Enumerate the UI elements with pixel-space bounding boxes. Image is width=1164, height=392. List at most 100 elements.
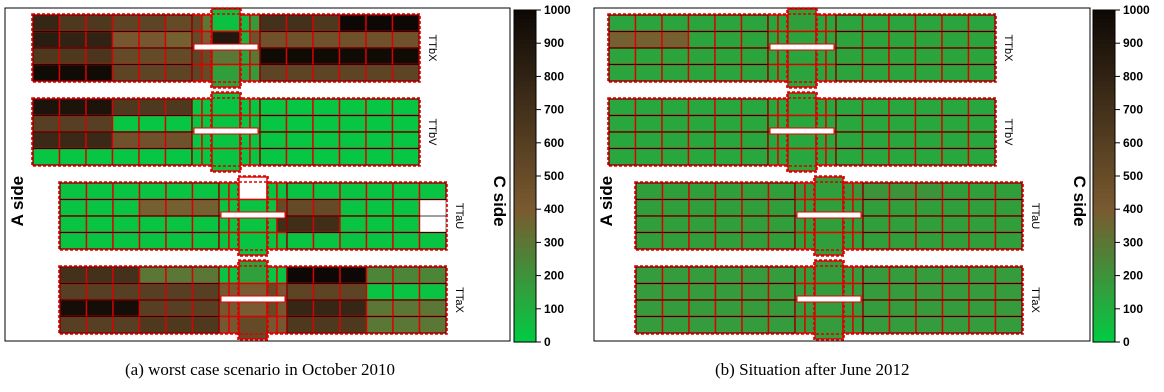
heatmap-cell [392, 231, 421, 250]
heatmap-cell [688, 299, 717, 318]
heatmap-cell [365, 266, 394, 285]
colorbar-segment [1093, 229, 1115, 235]
heatmap-cell [688, 182, 717, 201]
colorbar-segment [514, 317, 536, 322]
colorbar-segment [1093, 47, 1115, 53]
heatmap-cell [741, 282, 770, 301]
heatmap-cell [941, 14, 970, 33]
heatmap-cell [967, 98, 996, 117]
heatmap-cell [941, 47, 970, 66]
heatmap-cell [285, 131, 314, 150]
heatmap-cell [767, 198, 796, 217]
colorbar-segment [1093, 296, 1115, 302]
heatmap-cell [164, 131, 193, 150]
heatmap-cell [391, 98, 420, 117]
colorbar-segment [514, 10, 536, 15]
heatmap-cell [994, 198, 1023, 217]
colorbar-segment [1093, 250, 1115, 256]
station-label: TTaU [1029, 203, 1041, 229]
heatmap-cell [391, 114, 420, 133]
heatmap-cell [138, 147, 167, 166]
heatmap-cell [392, 315, 421, 334]
heatmap-cell [794, 231, 806, 250]
colorbar-segment [514, 72, 536, 77]
heatmap-cell [164, 63, 193, 82]
sensor-outline [608, 148, 769, 166]
colorbar-segment [514, 142, 536, 148]
heatmap-cell [634, 98, 663, 117]
colorbar-segment [514, 126, 536, 131]
colorbar-segment [1093, 30, 1115, 36]
colorbar-tick-label: 800 [544, 69, 564, 83]
heatmap-cell [392, 182, 421, 201]
heatmap-cell [661, 198, 690, 217]
heatmap-cell [835, 14, 864, 33]
colorbar-segment [1093, 126, 1115, 131]
colorbar-tick-label: 600 [1123, 136, 1143, 150]
heatmap-cell [608, 47, 637, 66]
heatmap-cell [688, 231, 717, 250]
colorbar-segment [514, 296, 536, 302]
heatmap-cell [111, 147, 140, 166]
heatmap-cell [941, 231, 970, 250]
colorbar-segment [514, 217, 536, 223]
heatmap-cell [661, 282, 690, 301]
heatmap-cell [634, 114, 663, 133]
sensor-outline [835, 148, 996, 166]
heatmap-cell [714, 98, 743, 117]
colorbar-segment [1093, 292, 1115, 297]
heatmap-cell [85, 114, 114, 133]
heatmap-cell [312, 30, 341, 49]
heatmap-cell [741, 215, 770, 234]
heatmap-cell [58, 114, 87, 133]
heatmap-cell [740, 114, 769, 133]
colorbar-tick-label: 100 [544, 302, 564, 316]
heatmap-cell [740, 30, 769, 49]
colorbar-segment [514, 225, 536, 231]
heatmap-cell [968, 299, 997, 318]
heatmap-cell [914, 14, 943, 33]
heatmap-cell [111, 131, 140, 150]
heatmap-cell [391, 131, 420, 150]
heatmap-cell [888, 63, 917, 82]
colorbar-tick-label: 700 [1123, 103, 1143, 117]
sensor-outline [286, 232, 447, 250]
heatmap-cell [794, 266, 806, 285]
heatmap-cell [994, 282, 1023, 301]
colorbar-tick-label: 400 [544, 202, 564, 216]
heatmap-cell [862, 266, 891, 285]
colorbar-segment [1093, 117, 1115, 123]
heatmap-cell [687, 47, 716, 66]
heatmap-cell [59, 299, 88, 318]
colorbar-segment [1093, 10, 1115, 15]
heatmap-cell [112, 182, 141, 201]
heatmap-cell [741, 266, 770, 285]
heatmap-cell [608, 63, 637, 82]
heatmap-cell [365, 231, 394, 250]
heatmap-cell [968, 231, 997, 250]
heatmap-cell [285, 47, 314, 66]
colorbar-segment [1093, 51, 1115, 57]
heatmap-cell [714, 215, 743, 234]
sensor-outline [635, 316, 796, 334]
heatmap-cell [767, 282, 796, 301]
heatmap-cell [218, 231, 230, 250]
colorbar-segment [514, 59, 536, 65]
heatmap-cell [814, 260, 844, 285]
heatmap-cell [861, 47, 890, 66]
heatmap-cell [339, 198, 368, 217]
heatmap-cell [85, 14, 114, 33]
heatmap-cell [286, 182, 315, 201]
heatmap-cell [835, 63, 864, 82]
colorbar-segment [1093, 242, 1115, 248]
heatmap-cell [218, 182, 230, 201]
heatmap-cell [238, 315, 268, 340]
heatmap-cell [285, 63, 314, 82]
heatmap-cell [687, 63, 716, 82]
heatmap-cell [338, 63, 367, 82]
heatmap-cell [661, 114, 690, 133]
heatmap-cell [191, 98, 203, 117]
heatmap-cell [138, 63, 167, 82]
heatmap-cell [165, 315, 194, 334]
heatmap-cell [59, 282, 88, 301]
